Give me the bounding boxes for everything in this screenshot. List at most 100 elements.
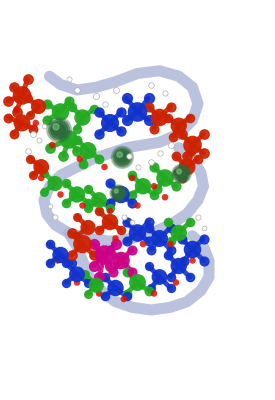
Point — [171, 134, 175, 140]
Point — [108, 120, 112, 126]
Point — [174, 279, 178, 286]
Point — [28, 156, 32, 162]
Point — [130, 175, 134, 181]
Point — [196, 213, 200, 220]
Point — [196, 156, 200, 162]
Point — [152, 164, 156, 170]
Point — [119, 257, 123, 264]
Point — [58, 191, 63, 198]
Point — [97, 197, 101, 203]
Point — [91, 252, 96, 258]
Point — [45, 117, 49, 124]
Point — [69, 252, 74, 258]
Point — [124, 219, 129, 225]
Point — [108, 200, 112, 206]
Point — [135, 164, 140, 170]
Point — [23, 87, 27, 93]
Point — [45, 100, 49, 107]
Point — [58, 252, 63, 258]
Point — [86, 224, 90, 231]
Circle shape — [177, 169, 186, 179]
Point — [97, 131, 101, 137]
Point — [168, 241, 173, 247]
Point — [36, 103, 41, 110]
Point — [94, 282, 98, 288]
Point — [75, 191, 79, 198]
Circle shape — [47, 118, 72, 142]
Point — [25, 147, 30, 154]
Point — [113, 235, 118, 242]
Point — [188, 274, 192, 280]
Point — [146, 238, 151, 244]
Point — [53, 180, 57, 187]
Point — [152, 290, 156, 297]
Point — [75, 213, 79, 220]
Point — [152, 183, 156, 190]
Point — [91, 106, 96, 112]
Circle shape — [53, 124, 59, 130]
Circle shape — [114, 189, 122, 197]
Point — [179, 235, 184, 242]
Point — [6, 114, 10, 121]
Point — [69, 103, 74, 110]
Point — [53, 125, 57, 132]
Point — [124, 290, 129, 297]
Point — [122, 296, 126, 302]
Point — [122, 213, 126, 220]
Point — [36, 136, 41, 143]
Point — [108, 219, 112, 225]
Circle shape — [112, 187, 124, 199]
Circle shape — [49, 119, 70, 140]
Point — [119, 128, 123, 134]
Point — [201, 235, 206, 242]
Point — [119, 109, 123, 115]
Point — [97, 290, 101, 297]
Point — [75, 125, 79, 132]
Point — [146, 95, 151, 102]
Point — [177, 122, 181, 129]
Point — [108, 208, 112, 214]
Point — [6, 98, 10, 104]
Point — [61, 153, 65, 159]
Point — [149, 81, 153, 88]
Point — [58, 109, 63, 115]
Point — [174, 183, 178, 190]
Point — [31, 125, 35, 132]
Point — [80, 241, 85, 247]
Circle shape — [175, 167, 188, 181]
Point — [108, 246, 112, 253]
Point — [168, 224, 173, 231]
Point — [75, 136, 79, 143]
Point — [34, 120, 38, 126]
Point — [124, 238, 129, 244]
Point — [86, 205, 90, 212]
Point — [163, 175, 167, 181]
Point — [201, 257, 206, 264]
Point — [69, 230, 74, 236]
Point — [190, 142, 195, 148]
Point — [113, 285, 118, 291]
Point — [47, 202, 52, 209]
Point — [166, 219, 170, 225]
Circle shape — [53, 124, 65, 136]
Point — [135, 279, 140, 286]
Point — [166, 252, 170, 258]
Circle shape — [111, 186, 125, 200]
Point — [86, 147, 90, 154]
Point — [146, 219, 151, 225]
Point — [53, 213, 57, 220]
Point — [149, 285, 153, 291]
Circle shape — [110, 185, 126, 201]
Point — [75, 232, 79, 239]
Point — [91, 241, 96, 247]
Point — [69, 260, 74, 266]
Point — [155, 186, 159, 192]
Point — [119, 191, 123, 198]
Point — [97, 156, 101, 162]
Point — [31, 172, 35, 178]
Point — [47, 241, 52, 247]
Point — [42, 122, 46, 129]
Point — [141, 183, 145, 190]
Point — [80, 202, 85, 209]
Point — [130, 219, 134, 225]
